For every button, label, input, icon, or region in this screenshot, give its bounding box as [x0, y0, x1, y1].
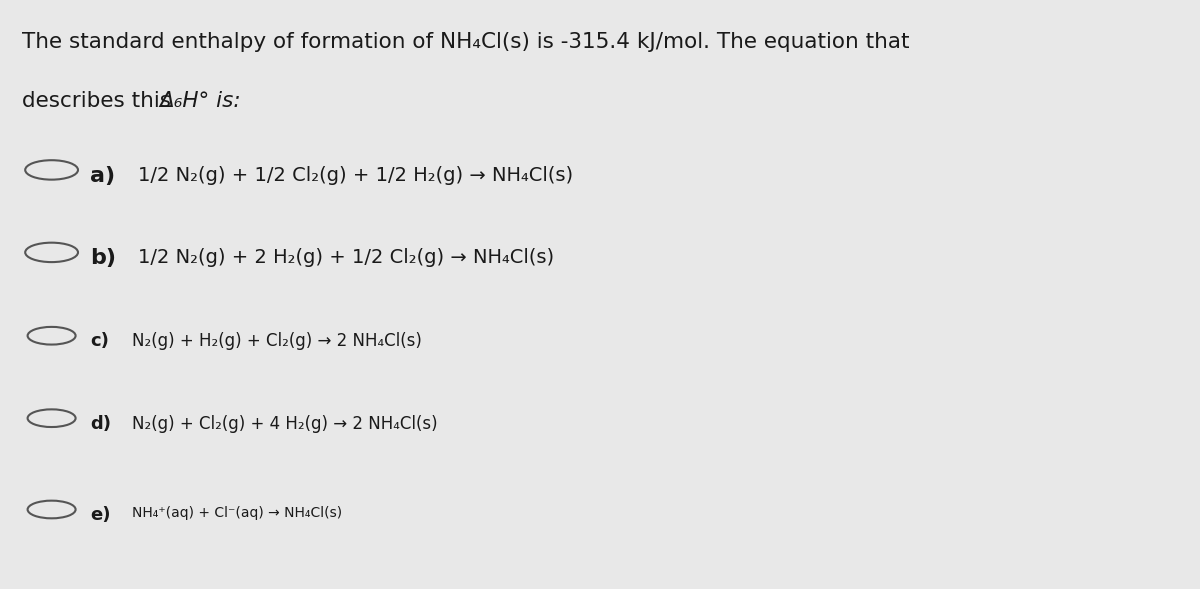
Text: b): b) [90, 249, 116, 269]
Text: describes this: describes this [22, 91, 178, 111]
Text: 1/2 N₂(g) + 1/2 Cl₂(g) + 1/2 H₂(g) → NH₄Cl(s): 1/2 N₂(g) + 1/2 Cl₂(g) + 1/2 H₂(g) → NH₄… [138, 166, 574, 185]
Text: The standard enthalpy of formation of NH₄Cl(s) is -315.4 kJ/mol. The equation th: The standard enthalpy of formation of NH… [22, 32, 910, 52]
Text: N₂(g) + Cl₂(g) + 4 H₂(g) → 2 NH₄Cl(s): N₂(g) + Cl₂(g) + 4 H₂(g) → 2 NH₄Cl(s) [132, 415, 438, 433]
Text: c): c) [90, 332, 109, 350]
Text: 1/2 N₂(g) + 2 H₂(g) + 1/2 Cl₂(g) → NH₄Cl(s): 1/2 N₂(g) + 2 H₂(g) + 1/2 Cl₂(g) → NH₄Cl… [138, 249, 554, 267]
Text: a): a) [90, 166, 115, 186]
Text: e): e) [90, 506, 110, 524]
Text: Δ₆H° is:: Δ₆H° is: [160, 91, 241, 111]
Text: d): d) [90, 415, 112, 433]
Text: N₂(g) + H₂(g) + Cl₂(g) → 2 NH₄Cl(s): N₂(g) + H₂(g) + Cl₂(g) → 2 NH₄Cl(s) [132, 332, 422, 350]
Text: NH₄⁺(aq) + Cl⁻(aq) → NH₄Cl(s): NH₄⁺(aq) + Cl⁻(aq) → NH₄Cl(s) [132, 506, 342, 520]
